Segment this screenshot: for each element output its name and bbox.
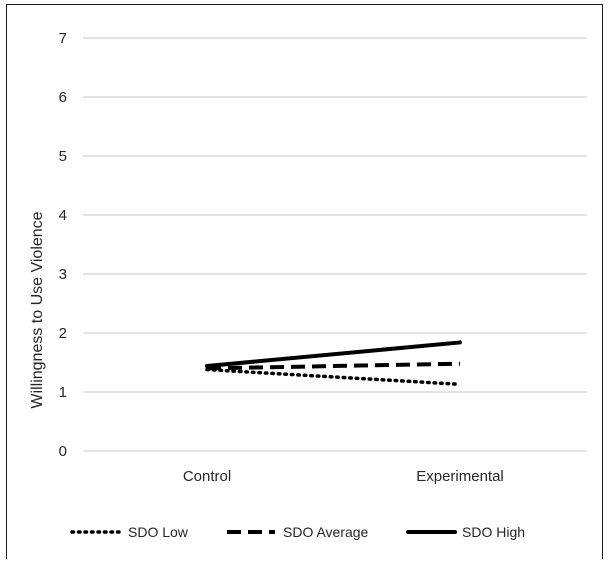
y-axis-label: Willingness to Use Violence [29, 211, 46, 408]
x-tick-label: Control [183, 468, 231, 485]
legend-label: SDO Average [283, 524, 369, 540]
series-lines [205, 340, 462, 387]
x-axis-ticks: Control Experimental [183, 468, 504, 485]
y-tick-label: 6 [59, 89, 67, 106]
y-axis-ticks: 0 1 2 3 4 5 6 7 [59, 30, 67, 460]
legend-label: SDO High [462, 524, 525, 540]
y-tick-label: 1 [59, 384, 67, 401]
chart-frame [6, 4, 603, 559]
y-tick-label: 3 [59, 266, 67, 283]
y-tick-label: 0 [59, 443, 67, 460]
gridlines [83, 37, 587, 452]
y-tick-label: 4 [59, 207, 67, 224]
series-line-sdo-high [205, 340, 462, 369]
y-tick-label: 2 [59, 325, 67, 342]
series-line-sdo-average [206, 361, 461, 371]
series-line-sdo-low [205, 367, 462, 387]
y-tick-label: 7 [59, 30, 67, 47]
legend: SDO Low SDO Average SDO High [70, 524, 525, 540]
y-tick-label: 5 [59, 148, 67, 165]
x-tick-label: Experimental [416, 468, 504, 485]
legend-label: SDO Low [128, 524, 189, 540]
